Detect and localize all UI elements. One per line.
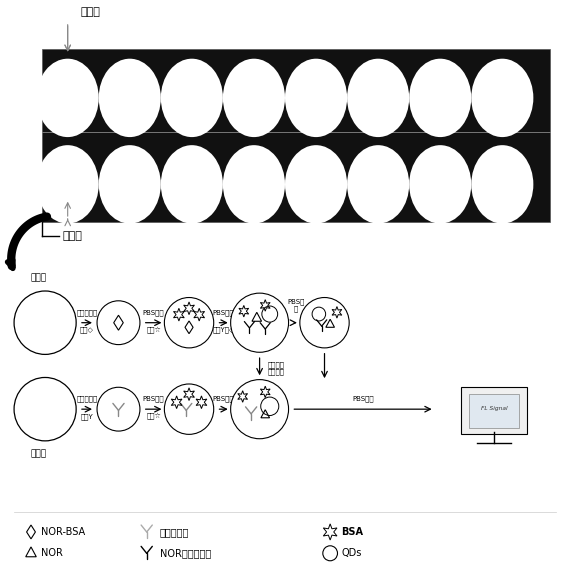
Text: NOR单克隆抗体: NOR单克隆抗体 bbox=[160, 548, 211, 558]
Text: 涂层区二
抗区对折: 涂层区二 抗区对折 bbox=[268, 361, 285, 375]
FancyBboxPatch shape bbox=[42, 49, 550, 222]
Ellipse shape bbox=[409, 59, 471, 137]
Circle shape bbox=[97, 301, 140, 345]
Text: 涂层区: 涂层区 bbox=[31, 274, 47, 282]
Circle shape bbox=[164, 384, 214, 434]
FancyBboxPatch shape bbox=[469, 393, 519, 428]
Text: 加入☆: 加入☆ bbox=[146, 413, 161, 420]
Ellipse shape bbox=[99, 145, 161, 223]
Circle shape bbox=[300, 297, 349, 348]
Ellipse shape bbox=[285, 145, 347, 223]
Text: NOR: NOR bbox=[41, 548, 63, 558]
Ellipse shape bbox=[99, 59, 161, 137]
Ellipse shape bbox=[36, 145, 99, 223]
Text: PBS洗涤: PBS洗涤 bbox=[213, 309, 234, 316]
Text: 羊抗鼠二抗: 羊抗鼠二抗 bbox=[160, 527, 189, 537]
Text: 涂层区: 涂层区 bbox=[80, 7, 100, 17]
Text: 加入Y和◇: 加入Y和◇ bbox=[213, 327, 235, 333]
Circle shape bbox=[262, 306, 278, 322]
Ellipse shape bbox=[223, 59, 285, 137]
Ellipse shape bbox=[223, 145, 285, 223]
Text: BSA: BSA bbox=[341, 527, 364, 537]
Ellipse shape bbox=[471, 59, 534, 137]
Circle shape bbox=[231, 293, 288, 352]
Circle shape bbox=[97, 387, 140, 431]
Circle shape bbox=[231, 379, 288, 439]
Ellipse shape bbox=[347, 59, 409, 137]
Text: PBS洗涤: PBS洗涤 bbox=[142, 309, 164, 316]
Ellipse shape bbox=[347, 145, 409, 223]
Text: 等离子处理: 等离子处理 bbox=[76, 396, 97, 402]
Circle shape bbox=[14, 378, 76, 441]
Text: 二抗区: 二抗区 bbox=[62, 230, 82, 241]
Circle shape bbox=[260, 397, 279, 416]
Text: 等离子处理: 等离子处理 bbox=[76, 309, 97, 316]
Text: 加入◇: 加入◇ bbox=[80, 327, 94, 333]
Text: 加入Y: 加入Y bbox=[80, 413, 93, 420]
Text: QDs: QDs bbox=[341, 548, 362, 558]
FancyBboxPatch shape bbox=[461, 387, 527, 434]
Ellipse shape bbox=[36, 59, 99, 137]
Ellipse shape bbox=[471, 145, 534, 223]
Ellipse shape bbox=[161, 145, 223, 223]
Ellipse shape bbox=[409, 145, 471, 223]
Circle shape bbox=[323, 546, 337, 561]
Text: PBS洗涤: PBS洗涤 bbox=[142, 396, 164, 402]
Text: NOR-BSA: NOR-BSA bbox=[41, 527, 86, 537]
Ellipse shape bbox=[161, 59, 223, 137]
Text: PBS洗
涤: PBS洗 涤 bbox=[287, 298, 304, 313]
Circle shape bbox=[164, 297, 214, 348]
Text: 二抗区: 二抗区 bbox=[31, 449, 47, 459]
Text: 加入☆: 加入☆ bbox=[146, 327, 161, 334]
Circle shape bbox=[14, 291, 76, 354]
Text: PBS洗涤: PBS洗涤 bbox=[352, 396, 374, 402]
Text: FL Signal: FL Signal bbox=[481, 406, 507, 411]
Circle shape bbox=[312, 307, 325, 321]
Ellipse shape bbox=[285, 59, 347, 137]
Text: PBS洗涤: PBS洗涤 bbox=[213, 396, 234, 402]
